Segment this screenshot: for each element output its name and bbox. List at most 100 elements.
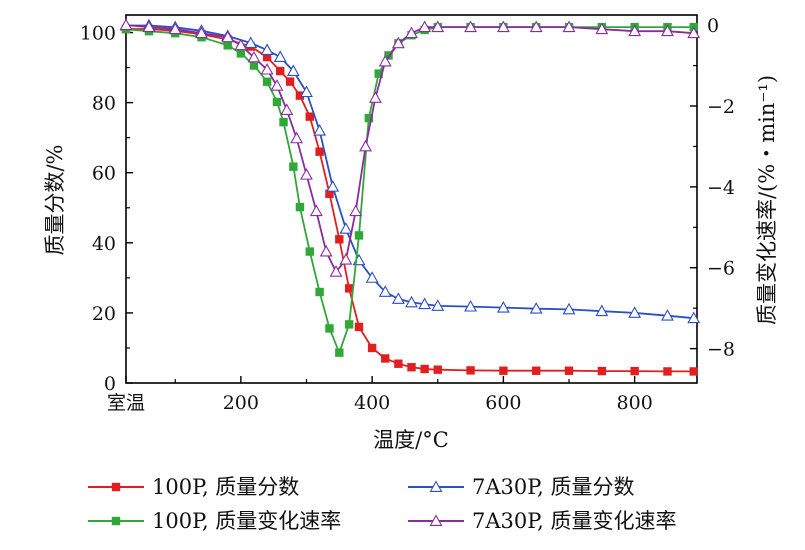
data-point [407, 363, 416, 372]
data-point [368, 91, 382, 103]
data-point [349, 204, 363, 217]
data-point [689, 367, 698, 376]
x-tick-labels: 室温 200 400 600 800 [107, 392, 653, 414]
data-point [532, 366, 541, 375]
y-left-axis-label: 质量分数/% [43, 144, 67, 255]
y-left-tick-label: 0 [104, 373, 116, 395]
data-point [295, 91, 305, 100]
data-point [262, 77, 272, 86]
data-point [628, 24, 642, 37]
series-1 [121, 24, 698, 376]
data-point [496, 20, 510, 33]
data-point [305, 112, 314, 121]
data-point [374, 69, 383, 78]
data-point [364, 113, 374, 123]
data-point [335, 348, 344, 357]
data-point [305, 247, 314, 256]
data-point [595, 304, 609, 317]
legend-item: 7A30P, 质量分数 [408, 475, 634, 499]
plot-frame [125, 14, 698, 384]
data-point [394, 359, 403, 368]
data-point [391, 292, 405, 304]
data-point [359, 139, 372, 152]
data-point [499, 366, 508, 375]
legend-swatch-marker [111, 516, 121, 526]
y-right-tick-label: −4 [707, 177, 735, 199]
data-point [335, 235, 344, 244]
data-point [661, 24, 674, 37]
series-line [126, 24, 694, 320]
legend-swatch-marker [111, 482, 121, 492]
axis-ticks [125, 24, 697, 384]
y-right-tick-labels: 0 −2 −4 −6 −8 [707, 15, 735, 361]
legend-label: 100P, 质量变化速率 [152, 509, 341, 533]
data-point [496, 301, 510, 313]
data-point [276, 66, 285, 76]
data-point [344, 320, 354, 329]
legend-label: 100P, 质量分数 [152, 475, 299, 499]
x-tick-label: 室温 [107, 392, 145, 414]
y-left-tick-label: 80 [92, 93, 116, 115]
data-point [270, 79, 284, 91]
legend-item: 100P, 质量变化速率 [88, 509, 341, 533]
data-point [354, 322, 364, 332]
legend-item: 100P, 质量分数 [88, 475, 299, 499]
y-right-tick-label: −2 [707, 96, 735, 118]
data-point [687, 311, 701, 324]
data-point [418, 297, 432, 310]
legend-item: 7A30P, 质量变化速率 [408, 509, 676, 533]
data-point [326, 180, 340, 192]
data-point [249, 61, 259, 70]
data-point [260, 62, 274, 75]
legend-label: 7A30P, 质量变化速率 [472, 509, 676, 533]
data-point [391, 36, 405, 49]
data-point [315, 147, 324, 156]
y-left-tick-label: 20 [92, 303, 116, 325]
data-point [381, 354, 390, 363]
data-point [262, 52, 272, 62]
data-point [562, 20, 576, 33]
data-point [378, 285, 392, 297]
data-point [272, 97, 282, 107]
data-point [260, 43, 274, 55]
data-point [433, 365, 442, 374]
data-point [195, 26, 208, 39]
data-point [290, 131, 304, 144]
data-point [295, 202, 305, 212]
data-point [142, 20, 156, 33]
y-right-tick-label: 0 [707, 15, 719, 37]
data-point [405, 26, 418, 39]
data-point [221, 30, 235, 43]
data-point [329, 265, 343, 277]
data-point [630, 366, 639, 376]
data-point [315, 287, 324, 297]
data-point [300, 168, 313, 180]
x-axis-label: 温度/°C [373, 428, 449, 452]
legend-swatch-marker [429, 480, 443, 492]
data-point [280, 103, 294, 115]
legend-swatch-marker [429, 514, 443, 526]
data-point [325, 324, 334, 333]
data-point [236, 49, 246, 58]
data-point [418, 20, 432, 33]
legend: 100P, 质量分数 7A30P, 质量分数 100P, 质量变化速率 7A30P, … [88, 475, 676, 533]
data-point [628, 306, 642, 318]
x-tick-label: 200 [223, 392, 259, 414]
series-layer [119, 18, 701, 376]
data-point [339, 253, 353, 265]
y-right-axis-label: 质量变化速率/(%・min⁻¹) [755, 75, 779, 325]
data-point [687, 26, 701, 39]
data-point [431, 299, 445, 311]
data-point [365, 271, 379, 283]
data-point [354, 231, 364, 240]
series-2 [119, 18, 701, 324]
data-point [663, 367, 672, 376]
data-point [325, 189, 334, 198]
data-point [285, 77, 295, 86]
data-point [289, 162, 298, 171]
plot-area [119, 14, 701, 384]
data-point [529, 20, 543, 33]
data-point [464, 299, 478, 312]
data-point [300, 85, 313, 98]
